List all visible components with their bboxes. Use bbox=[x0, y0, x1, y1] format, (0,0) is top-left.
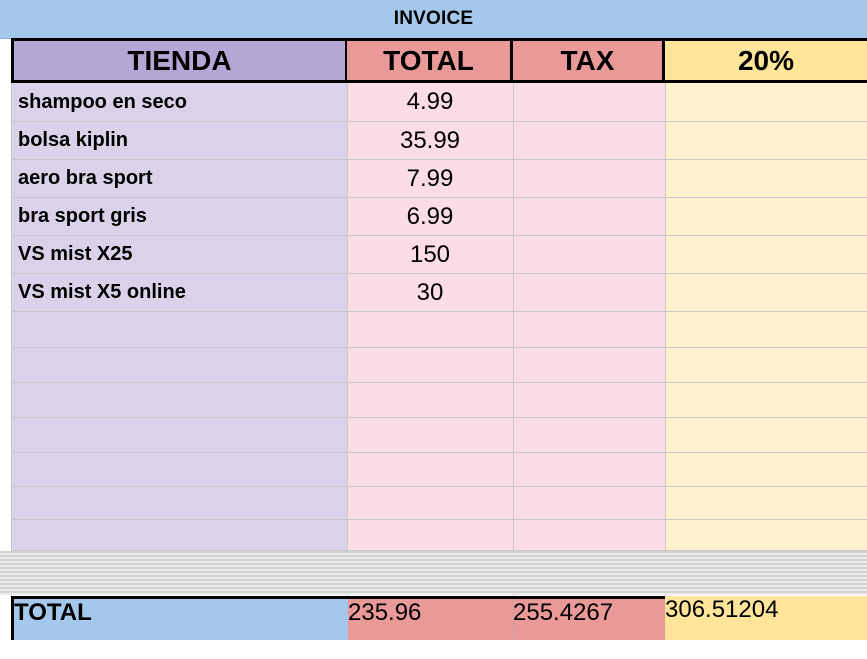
gridline bbox=[347, 0, 348, 659]
gridline bbox=[513, 0, 514, 659]
tax-cell[interactable] bbox=[513, 348, 665, 383]
table-row: shampoo en seco 4.99 bbox=[11, 83, 867, 122]
tax-cell[interactable] bbox=[513, 453, 665, 487]
header-tienda: TIENDA bbox=[127, 44, 232, 76]
item-cell[interactable] bbox=[11, 383, 347, 418]
table-row bbox=[11, 487, 867, 520]
pct-cell[interactable] bbox=[665, 487, 867, 520]
tax-cell[interactable] bbox=[513, 198, 665, 236]
total-cell[interactable]: 6.99 bbox=[347, 198, 513, 236]
item-cell[interactable] bbox=[11, 520, 347, 551]
total-label: TOTAL bbox=[14, 599, 92, 626]
table-row bbox=[11, 312, 867, 348]
table-row: VS mist X5 online 30 bbox=[11, 274, 867, 312]
total-pct-cell[interactable]: 306.51204 bbox=[665, 596, 867, 641]
total-cell[interactable] bbox=[347, 348, 513, 383]
total-cell[interactable]: 30 bbox=[347, 274, 513, 312]
pct-cell[interactable] bbox=[665, 312, 867, 348]
tax-cell[interactable] bbox=[513, 160, 665, 198]
total-cell[interactable]: 4.99 bbox=[347, 83, 513, 122]
pct-cell[interactable] bbox=[665, 348, 867, 383]
total-cell[interactable] bbox=[347, 520, 513, 551]
tax-cell[interactable] bbox=[513, 122, 665, 160]
pct-cell[interactable] bbox=[665, 418, 867, 453]
total-sum: 235.96 bbox=[348, 599, 422, 626]
pct-cell[interactable] bbox=[665, 453, 867, 487]
total-cell[interactable] bbox=[347, 383, 513, 418]
pct-cell[interactable] bbox=[665, 122, 867, 160]
item-cell[interactable]: VS mist X25 bbox=[11, 236, 347, 274]
total-cell[interactable]: 7.99 bbox=[347, 160, 513, 198]
header-total: TOTAL bbox=[383, 44, 474, 76]
table-row: VS mist X25 150 bbox=[11, 236, 867, 274]
item-cell[interactable]: aero bra sport bbox=[11, 160, 347, 198]
item-cell[interactable] bbox=[11, 348, 347, 383]
header-pct: 20% bbox=[737, 44, 795, 76]
pct-cell[interactable] bbox=[665, 236, 867, 274]
tax-cell[interactable] bbox=[513, 487, 665, 520]
pct-cell[interactable] bbox=[665, 198, 867, 236]
pct-cell[interactable] bbox=[665, 520, 867, 551]
total-tax-cell[interactable]: 255.4267 bbox=[513, 596, 665, 646]
tax-cell[interactable] bbox=[513, 236, 665, 274]
total-cell[interactable] bbox=[347, 418, 513, 453]
pct-column-bg bbox=[665, 83, 867, 551]
table-row bbox=[11, 520, 867, 551]
header-tax-cell[interactable]: TAX bbox=[513, 38, 665, 83]
item-cell[interactable]: shampoo en seco bbox=[11, 83, 347, 122]
pct-cell[interactable] bbox=[665, 83, 867, 122]
row-divider-band bbox=[0, 551, 867, 595]
gridline bbox=[513, 599, 514, 637]
total-column-bg bbox=[347, 83, 513, 551]
tax-column-bg bbox=[513, 83, 665, 551]
total-tax: 255.4267 bbox=[513, 599, 614, 626]
table-row bbox=[11, 418, 867, 453]
tax-cell[interactable] bbox=[513, 418, 665, 453]
item-cell[interactable] bbox=[11, 312, 347, 348]
invoice-title-cell[interactable]: INVOICE bbox=[0, 0, 867, 39]
header-tienda-cell[interactable]: TIENDA bbox=[11, 38, 348, 83]
header-total-cell[interactable]: TOTAL bbox=[347, 38, 513, 83]
total-cell[interactable]: 35.99 bbox=[347, 122, 513, 160]
item-cell[interactable]: bolsa kiplin bbox=[11, 122, 347, 160]
total-pct: 306.51204 bbox=[665, 596, 779, 623]
pct-cell[interactable] bbox=[665, 274, 867, 312]
total-label-cell[interactable]: TOTAL bbox=[11, 596, 354, 646]
item-cell[interactable]: bra sport gris bbox=[11, 198, 347, 236]
total-cell[interactable]: 150 bbox=[347, 236, 513, 274]
table-row: bolsa kiplin 35.99 bbox=[11, 122, 867, 160]
header-tax: TAX bbox=[560, 44, 615, 76]
tienda-column-bg bbox=[11, 83, 347, 551]
pct-cell[interactable] bbox=[665, 160, 867, 198]
invoice-title: INVOICE bbox=[393, 8, 474, 29]
tax-cell[interactable] bbox=[513, 83, 665, 122]
table-row bbox=[11, 383, 867, 418]
table-row bbox=[11, 348, 867, 383]
tax-cell[interactable] bbox=[513, 383, 665, 418]
pct-cell[interactable] bbox=[665, 383, 867, 418]
total-cell[interactable] bbox=[347, 487, 513, 520]
table-row: aero bra sport 7.99 bbox=[11, 160, 867, 198]
total-sum-cell[interactable]: 235.96 bbox=[348, 596, 513, 646]
tax-cell[interactable] bbox=[513, 312, 665, 348]
gridline bbox=[11, 0, 12, 659]
item-cell[interactable] bbox=[11, 453, 347, 487]
tax-cell[interactable] bbox=[513, 274, 665, 312]
total-cell[interactable] bbox=[347, 453, 513, 487]
empty-row bbox=[0, 640, 867, 659]
table-row bbox=[11, 453, 867, 487]
table-row: bra sport gris 6.99 bbox=[11, 198, 867, 236]
item-cell[interactable]: VS mist X5 online bbox=[11, 274, 347, 312]
gridline bbox=[665, 0, 666, 659]
total-cell[interactable] bbox=[347, 312, 513, 348]
header-pct-cell[interactable]: 20% bbox=[665, 38, 867, 83]
item-cell[interactable] bbox=[11, 487, 347, 520]
tax-cell[interactable] bbox=[513, 520, 665, 551]
item-cell[interactable] bbox=[11, 418, 347, 453]
